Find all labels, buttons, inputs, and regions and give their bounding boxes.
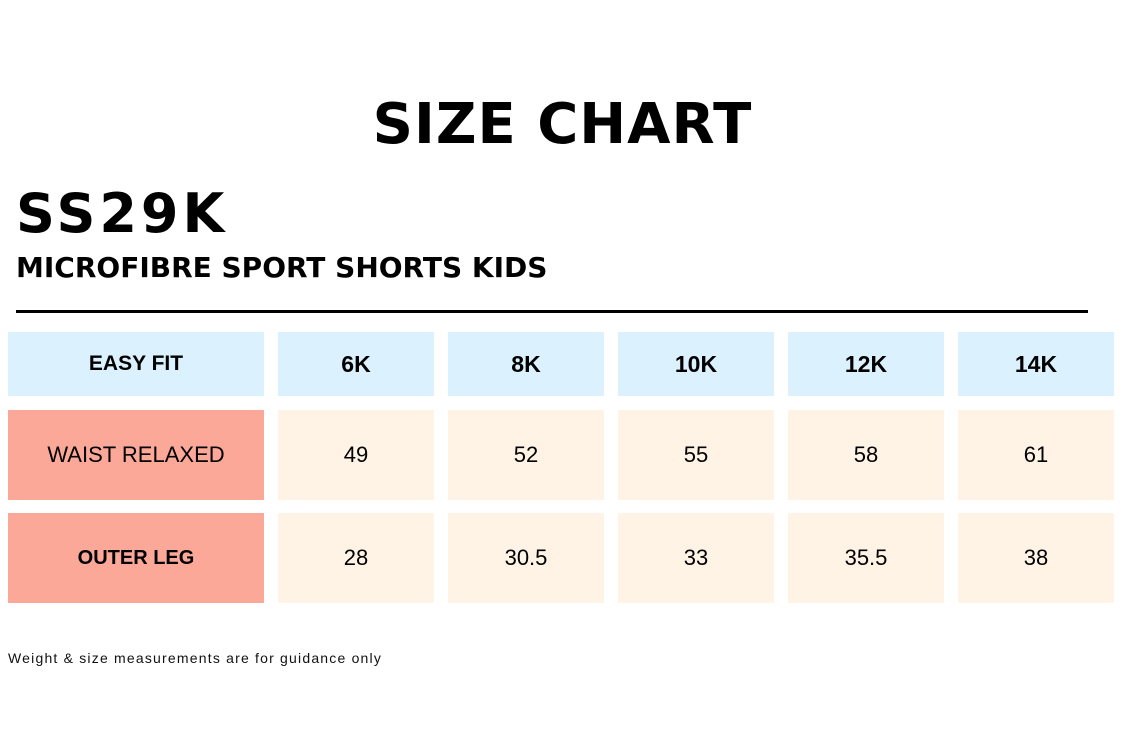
product-code: SS29K xyxy=(16,182,229,245)
footnote: Weight & size measurements are for guida… xyxy=(8,650,383,666)
table-cell: 52 xyxy=(448,410,604,500)
page-title: SIZE CHART xyxy=(372,92,753,157)
table-cell: 28 xyxy=(278,513,434,603)
table-header-cell: 10K xyxy=(618,332,774,396)
table-cell: 35.5 xyxy=(788,513,944,603)
title-divider xyxy=(16,310,1088,313)
table-cell: 30.5 xyxy=(448,513,604,603)
table-cell: 58 xyxy=(788,410,944,500)
table-cell: 49 xyxy=(278,410,434,500)
table-cell: 38 xyxy=(958,513,1114,603)
table-header-cell: 8K xyxy=(448,332,604,396)
table-row-label: WAIST RELAXED xyxy=(8,410,264,500)
table-row-label: OUTER LEG xyxy=(8,513,264,603)
table-header-cell: EASY FIT xyxy=(8,332,264,396)
table-cell: 33 xyxy=(618,513,774,603)
product-name: MICROFIBRE SPORT SHORTS KIDS xyxy=(16,251,548,284)
table-header-cell: 14K xyxy=(958,332,1114,396)
table-cell: 55 xyxy=(618,410,774,500)
table-header-cell: 6K xyxy=(278,332,434,396)
table-header-cell: 12K xyxy=(788,332,944,396)
table-cell: 61 xyxy=(958,410,1114,500)
